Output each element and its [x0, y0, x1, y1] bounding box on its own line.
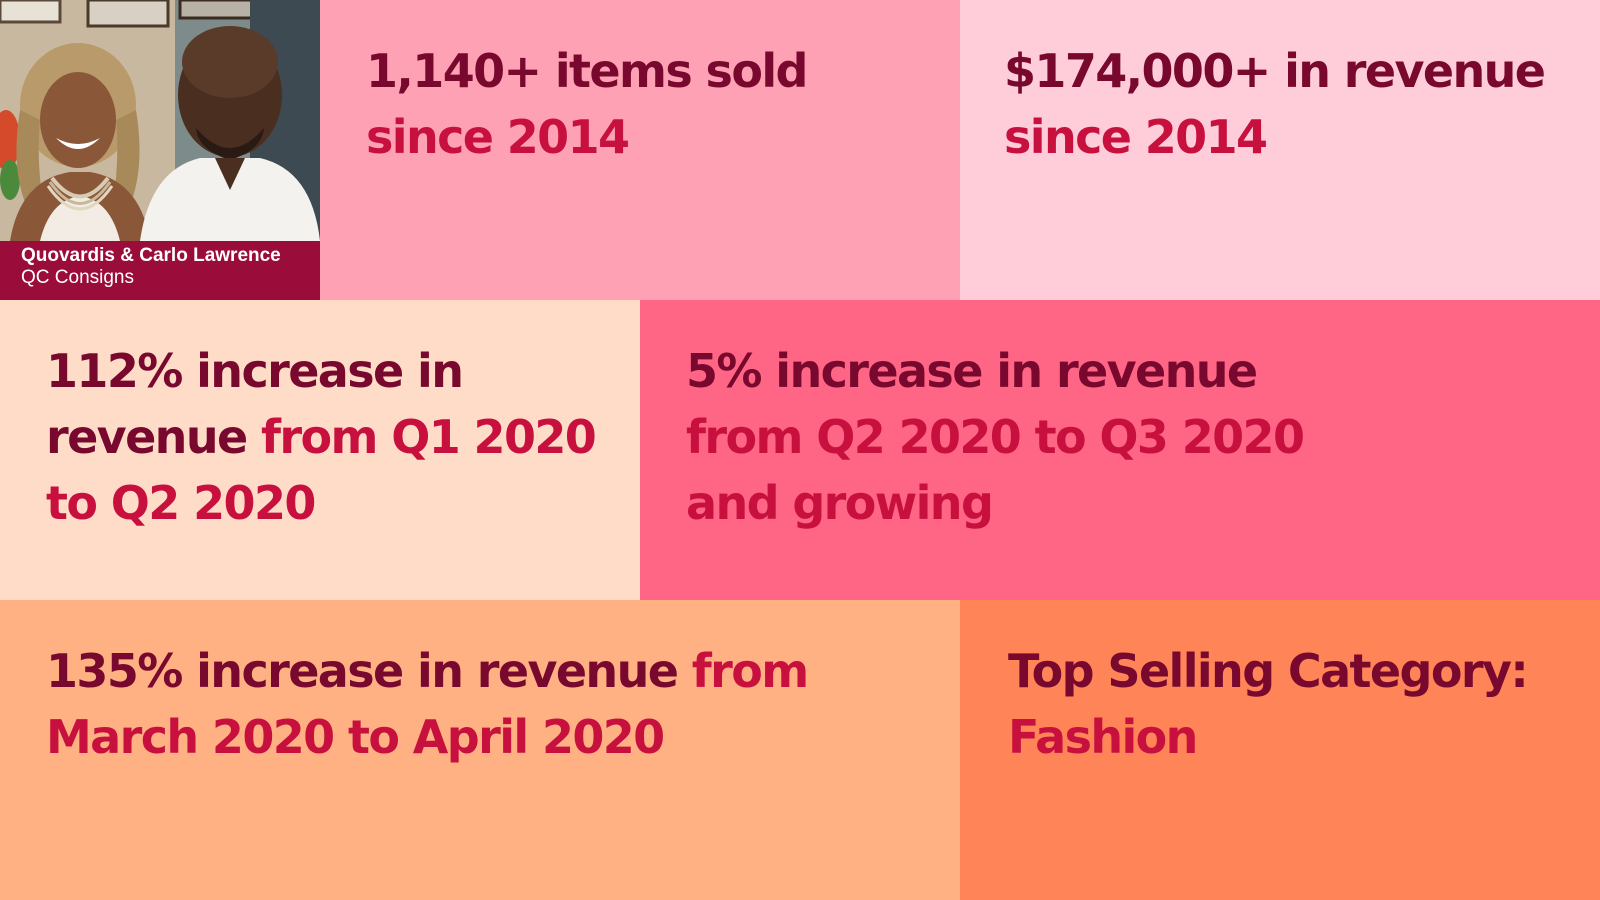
q1-q2-growth-period-end: to Q2 2020	[46, 476, 316, 530]
stat-tile-items-sold: 1,140+ items sold since 2014	[320, 0, 960, 300]
march-april-growth-period: March 2020 to April 2020	[46, 710, 665, 764]
q2-q3-growth-note: and growing	[686, 476, 994, 530]
q2-q3-growth-value: 5% increase in revenue	[686, 344, 1258, 398]
march-april-growth-from: from	[691, 644, 809, 698]
couple-photo	[0, 0, 320, 241]
stat-tile-march-april-growth: 135% increase in revenue from March 2020…	[0, 600, 960, 900]
company-name: QC Consigns	[21, 267, 134, 288]
q1-q2-growth-metric: revenue	[46, 410, 261, 464]
total-revenue-period: since 2014	[1004, 110, 1268, 164]
q1-q2-growth-value: 112% increase in	[46, 344, 464, 398]
items-sold-period: since 2014	[366, 110, 630, 164]
stat-tile-q2-q3-growth: 5% increase in revenue from Q2 2020 to Q…	[640, 300, 1600, 600]
total-revenue-value: $174,000+ in revenue	[1004, 44, 1546, 98]
q2-q3-growth-period: from Q2 2020 to Q3 2020	[686, 410, 1305, 464]
profile-photo-tile: Quovardis & Carlo Lawrence QC Consigns	[0, 0, 320, 300]
stat-tile-q1-q2-growth: 112% increase in revenue from Q1 2020 to…	[0, 300, 640, 600]
top-category-value: Fashion	[1008, 710, 1198, 764]
stat-tile-total-revenue: $174,000+ in revenue since 2014	[960, 0, 1600, 300]
march-april-growth-line1: 135% increase in revenue from	[46, 638, 960, 704]
owner-names: Quovardis & Carlo Lawrence	[21, 245, 281, 266]
q1-q2-growth-line2: revenue from Q1 2020	[46, 404, 640, 470]
items-sold-value: 1,140+ items sold	[366, 44, 808, 98]
stat-tile-top-category: Top Selling Category: Fashion	[960, 600, 1600, 900]
photo-caption: Quovardis & Carlo Lawrence QC Consigns	[0, 241, 320, 300]
q1-q2-growth-period-start: from Q1 2020	[260, 410, 597, 464]
march-april-growth-value: 135% increase in revenue	[46, 644, 692, 698]
top-category-label: Top Selling Category:	[1008, 644, 1529, 698]
